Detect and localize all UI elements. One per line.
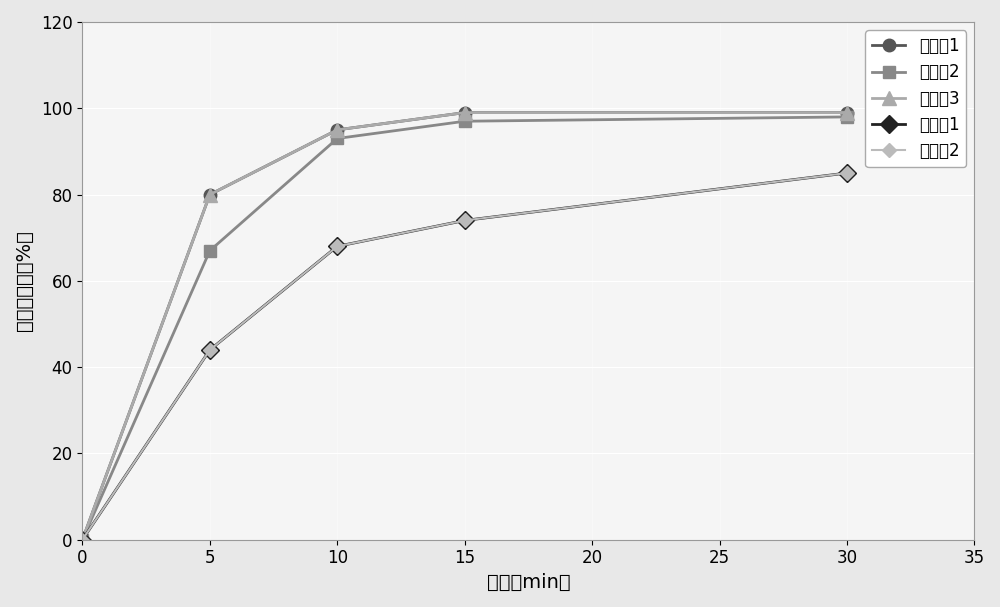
对比例2 [331,243,343,250]
对比例2 [841,169,853,177]
实施例1 [841,109,853,117]
实施例3 [331,126,343,134]
Line: 实施例2: 实施例2 [76,110,853,546]
实施例1 [459,109,471,117]
对比例1 [459,217,471,224]
实施例1 [204,191,216,198]
实施例3 [76,536,88,543]
对比例1 [76,536,88,543]
对比例2 [459,217,471,224]
Line: 实施例1: 实施例1 [76,106,853,546]
实施例2 [331,135,343,142]
对比例2 [204,346,216,353]
Y-axis label: 累积溶出度（%）: 累积溶出度（%） [15,231,34,331]
Line: 实施例3: 实施例3 [75,106,854,547]
Legend: 实施例1, 实施例2, 实施例3, 对比例1, 对比例2: 实施例1, 实施例2, 实施例3, 对比例1, 对比例2 [865,30,966,167]
X-axis label: 时间（min）: 时间（min） [487,573,570,592]
对比例1 [841,169,853,177]
对比例1 [204,346,216,353]
实施例3 [204,191,216,198]
实施例2 [204,247,216,254]
对比例2 [76,536,88,543]
实施例3 [841,109,853,117]
Line: 对比例1: 对比例1 [76,167,853,546]
Line: 对比例2: 对比例2 [78,168,852,544]
实施例2 [76,536,88,543]
实施例3 [459,109,471,117]
实施例1 [331,126,343,134]
对比例1 [331,243,343,250]
实施例2 [459,118,471,125]
实施例1 [76,536,88,543]
实施例2 [841,114,853,121]
